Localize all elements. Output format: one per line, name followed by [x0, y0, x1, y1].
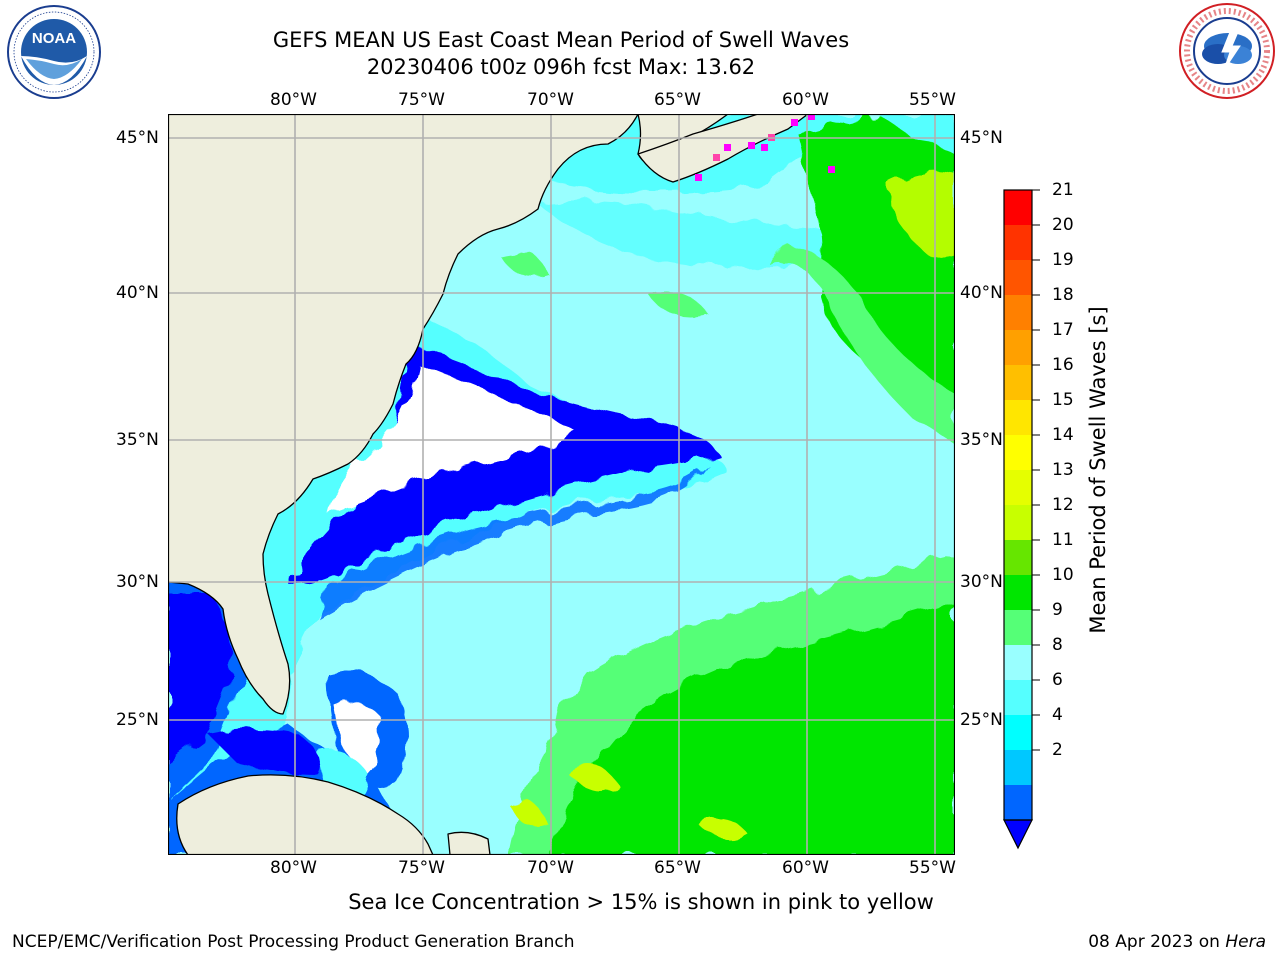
colorbar-segment [1004, 260, 1032, 295]
lon-tick-top: 55°W [909, 90, 956, 110]
lat-tick-left: 40°N [116, 283, 159, 303]
colorbar-tick-label: 16 [1052, 355, 1074, 375]
colorbar-tick-label: 8 [1052, 635, 1063, 655]
footer-host: Hera [1225, 932, 1266, 952]
noaa-logo: NOAA [6, 4, 102, 100]
colorbar-segment [1004, 785, 1032, 820]
colorbar-segment [1004, 435, 1032, 470]
colorbar-tick-label: 4 [1052, 705, 1063, 725]
lon-tick-bottom: 80°W [270, 858, 317, 878]
colorbar-segment [1004, 330, 1032, 365]
colorbar-segment [1004, 715, 1032, 750]
lon-tick-top: 80°W [270, 90, 317, 110]
lat-tick-right: 35°N [960, 430, 1003, 450]
colorbar-segment [1004, 575, 1032, 610]
chart-title: GEFS MEAN US East Coast Mean Period of S… [272, 28, 850, 52]
colorbar-segment [1004, 610, 1032, 645]
colorbar-segment [1004, 750, 1032, 785]
colorbar-tick-label: 13 [1052, 460, 1074, 480]
chart-subtitle: 20230406 t00z 096h fcst Max: 13.62 [366, 55, 756, 79]
sea-ice-note: Sea Ice Concentration > 15% is shown in … [348, 890, 934, 914]
footer-credit: NCEP/EMC/Verification Post Processing Pr… [12, 932, 575, 952]
colorbar-tick-label: 19 [1052, 250, 1074, 270]
lon-tick-bottom: 55°W [909, 858, 956, 878]
nws-logo [1178, 2, 1276, 100]
footer-date-text: 08 Apr 2023 on [1088, 932, 1226, 952]
colorbar-tick-label: 21 [1052, 180, 1074, 200]
lat-tick-right: 30°N [960, 572, 1003, 592]
lon-tick-top: 70°W [527, 90, 574, 110]
colorbar-tick-label: 11 [1052, 530, 1074, 550]
colorbar-tick-label: 20 [1052, 215, 1074, 235]
lat-tick-left: 25°N [116, 710, 159, 730]
lat-tick-left: 45°N [116, 128, 159, 148]
colorbar-segment [1004, 540, 1032, 575]
colorbar-segment [1004, 400, 1032, 435]
lat-tick-left: 35°N [116, 430, 159, 450]
colorbar-segment [1004, 680, 1032, 715]
colorbar-tick-label: 17 [1052, 320, 1074, 340]
colorbar-tick-label: 15 [1052, 390, 1074, 410]
colorbar-under-triangle [1003, 819, 1033, 850]
colorbar-segment [1004, 505, 1032, 540]
colorbar-segment [1004, 295, 1032, 330]
colorbar-tick-label: 10 [1052, 565, 1074, 585]
colorbar [1000, 186, 1040, 850]
swell-period-map [168, 114, 955, 855]
lat-tick-right: 45°N [960, 128, 1003, 148]
lon-tick-top: 65°W [654, 90, 701, 110]
colorbar-segment [1004, 365, 1032, 400]
lon-tick-top: 60°W [782, 90, 829, 110]
colorbar-segment [1004, 190, 1032, 225]
lon-tick-bottom: 70°W [527, 858, 574, 878]
lat-tick-right: 25°N [960, 710, 1003, 730]
lat-tick-left: 30°N [116, 572, 159, 592]
colorbar-segment [1004, 470, 1032, 505]
colorbar-tick-label: 12 [1052, 495, 1074, 515]
lat-tick-right: 40°N [960, 283, 1003, 303]
footer-date: 08 Apr 2023 on Hera [1088, 932, 1266, 952]
colorbar-tick-label: 18 [1052, 285, 1074, 305]
colorbar-tick-label: 9 [1052, 600, 1063, 620]
lon-tick-bottom: 60°W [782, 858, 829, 878]
lon-tick-bottom: 75°W [398, 858, 445, 878]
svg-text:NOAA: NOAA [32, 30, 76, 47]
colorbar-segment [1004, 225, 1032, 260]
colorbar-tick-label: 6 [1052, 670, 1063, 690]
lon-tick-top: 75°W [398, 90, 445, 110]
lon-tick-bottom: 65°W [654, 858, 701, 878]
colorbar-segment [1004, 645, 1032, 680]
colorbar-tick-label: 14 [1052, 425, 1074, 445]
colorbar-tick-label: 2 [1052, 740, 1063, 760]
